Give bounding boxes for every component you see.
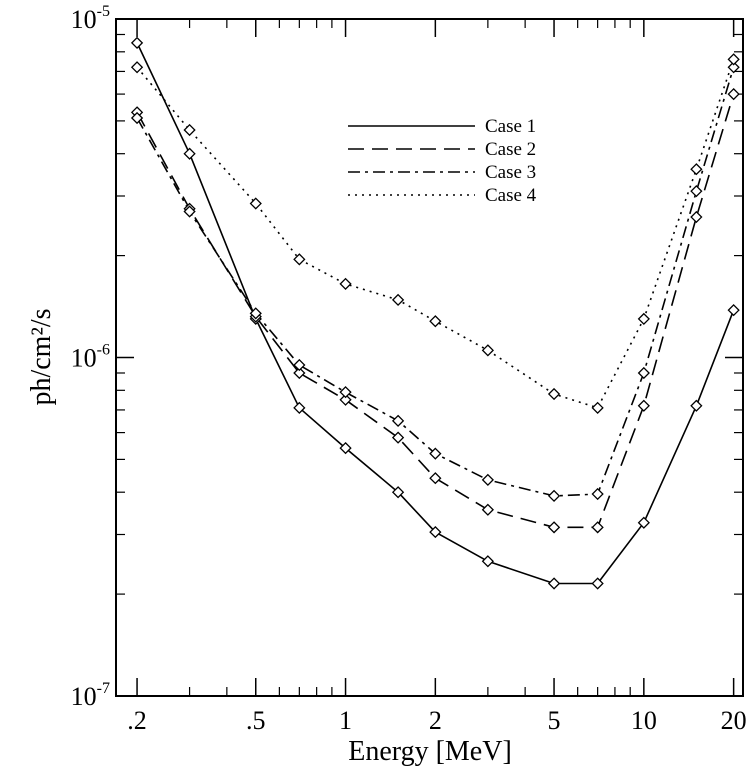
x-axis-label: Energy [MeV]: [348, 736, 512, 767]
marker-case-4: [339, 277, 352, 291]
marker-case-1: [130, 36, 144, 50]
legend-label-case-4: Case 4: [485, 185, 537, 206]
x-tick-label: 1: [339, 706, 352, 735]
marker-case-4: [690, 163, 703, 176]
marker-case-3: [591, 487, 604, 501]
marker-case-3: [429, 447, 442, 460]
marker-case-1: [391, 486, 405, 499]
marker-case-4: [637, 312, 650, 326]
marker-case-1: [690, 399, 703, 412]
marker-case-2: [637, 399, 650, 412]
marker-case-4: [293, 253, 306, 266]
marker-case-4: [591, 401, 604, 414]
marker-case-3: [690, 185, 703, 198]
legend-label-case-3: Case 3: [485, 162, 536, 183]
marker-case-1: [293, 401, 306, 414]
marker-case-4: [249, 197, 262, 210]
marker-case-3: [391, 414, 405, 427]
x-tick-label: 5: [548, 706, 561, 735]
marker-case-1: [183, 147, 196, 160]
marker-case-4: [429, 315, 442, 328]
y-tick-label: 10-7: [71, 680, 110, 711]
marker-case-4: [727, 53, 740, 66]
marker-case-4: [391, 293, 405, 306]
x-tick-label: .2: [127, 706, 147, 735]
marker-case-1: [637, 516, 650, 529]
marker-case-1: [547, 577, 561, 590]
marker-case-2: [690, 210, 703, 224]
marker-case-4: [481, 344, 494, 357]
marker-case-3: [249, 307, 262, 320]
legend-label-case-2: Case 2: [485, 139, 536, 160]
marker-case-1: [429, 525, 442, 539]
marker-case-2: [339, 393, 352, 406]
marker-case-4: [547, 387, 561, 401]
marker-case-2: [481, 503, 494, 516]
series-line-case-3: [136, 67, 735, 497]
marker-case-2: [547, 521, 561, 534]
y-tick-label: 10-5: [71, 3, 110, 34]
x-tick-label: 20: [721, 706, 747, 735]
tick-labels: .2 .5 1 2 5 10 20 10-7 10-6 10-5: [71, 3, 747, 735]
y-axis-label: ph/cm²/s: [26, 308, 57, 405]
series-line-case-4: [136, 59, 735, 409]
marker-case-3: [481, 473, 494, 486]
marker-case-2: [391, 431, 405, 444]
marker-case-3: [547, 489, 561, 503]
ticks: [116, 18, 743, 697]
marker-case-2: [727, 87, 740, 101]
data-markers: [130, 36, 740, 590]
marker-case-3: [293, 358, 306, 372]
marker-case-2: [591, 521, 604, 534]
legend-label-case-1: Case 1: [485, 116, 536, 137]
x-tick-label: .5: [246, 706, 266, 735]
marker-case-1: [339, 441, 352, 455]
marker-case-3: [130, 111, 144, 125]
marker-case-1: [591, 577, 604, 590]
marker-case-3: [637, 366, 650, 380]
x-tick-label: 2: [429, 706, 442, 735]
marker-case-2: [293, 366, 306, 380]
marker-case-3: [339, 386, 352, 399]
marker-case-3: [183, 205, 196, 218]
marker-case-4: [130, 61, 144, 74]
marker-case-3: [727, 61, 740, 74]
marker-case-1: [481, 555, 494, 568]
marker-case-1: [727, 304, 740, 317]
marker-case-2: [429, 472, 442, 485]
x-tick-label: 10: [631, 706, 657, 735]
marker-case-4: [183, 123, 196, 137]
series-line-case-2: [136, 93, 735, 529]
y-tick-label: 10-6: [71, 342, 110, 373]
